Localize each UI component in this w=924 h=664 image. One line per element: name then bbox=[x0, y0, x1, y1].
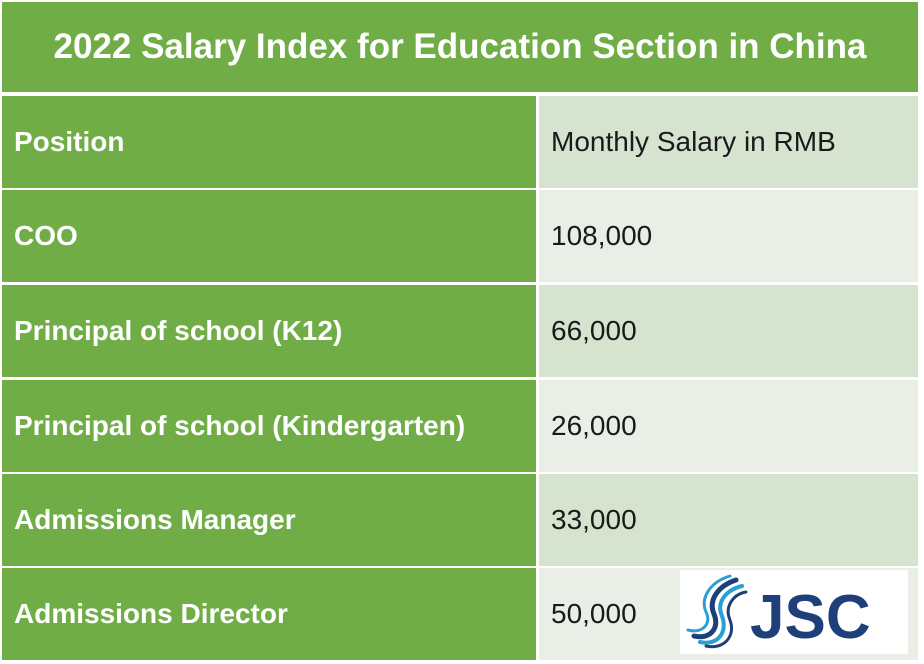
position-cell: Principal of school (K12) bbox=[2, 285, 536, 377]
salary-cell: 26,000 bbox=[539, 380, 918, 472]
salary-cell: 66,000 bbox=[539, 285, 918, 377]
position-cell: Principal of school (Kindergarten) bbox=[2, 380, 536, 472]
salary-cell: 108,000 bbox=[539, 190, 918, 282]
jsc-swirl-logo-icon: JSC bbox=[686, 574, 871, 652]
header-salary: Monthly Salary in RMB bbox=[539, 96, 918, 188]
table-row: Principal of school (K12) 66,000 bbox=[2, 285, 918, 377]
table-row: Principal of school (Kindergarten) 26,00… bbox=[2, 380, 918, 472]
header-position: Position bbox=[2, 96, 536, 188]
position-cell: Admissions Director bbox=[2, 568, 536, 660]
table-header-row: Position Monthly Salary in RMB bbox=[2, 96, 918, 188]
jsc-logo: JSC bbox=[680, 570, 908, 654]
table-row: Admissions Manager 33,000 bbox=[2, 474, 918, 566]
position-cell: Admissions Manager bbox=[2, 474, 536, 566]
position-cell: COO bbox=[2, 190, 536, 282]
table-title: 2022 Salary Index for Education Section … bbox=[2, 2, 918, 92]
logo-text: JSC bbox=[750, 583, 871, 652]
table-row: COO 108,000 bbox=[2, 190, 918, 282]
salary-cell: 33,000 bbox=[539, 474, 918, 566]
